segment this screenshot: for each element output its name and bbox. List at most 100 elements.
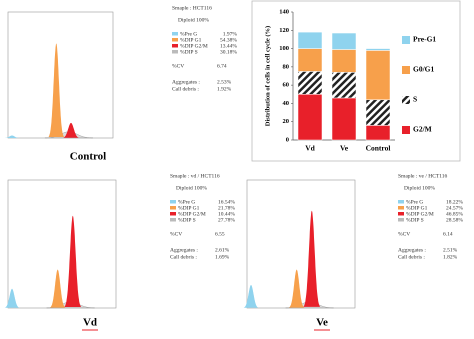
debris-value: 1.69%: [215, 254, 230, 260]
pre-g-peak: [4, 288, 20, 308]
row-name: %DIP S: [180, 49, 198, 55]
bar-segment: [365, 99, 391, 126]
legend-label: Pre-G1: [413, 35, 436, 44]
cv-value: 6.74: [217, 63, 227, 69]
row-name: %DIP S: [406, 217, 424, 223]
y-tick-label: 140: [279, 8, 289, 15]
legend-swatch: [398, 212, 404, 216]
diploid: Diploid 100%: [404, 185, 435, 191]
cv-label: %CV: [398, 231, 410, 237]
row-value: 13.44%: [220, 43, 237, 49]
legend-swatch: [172, 32, 178, 36]
bar-segment: [331, 49, 357, 73]
sample-name: Smaple : ve / HCT116: [398, 173, 448, 179]
legend-swatch: [170, 200, 176, 204]
row-name: %DIP S: [178, 217, 196, 223]
g2m-peak: [64, 215, 82, 307]
legend-swatch: [402, 36, 410, 44]
bar-segment: [297, 71, 323, 95]
row-name: %DIP G2/M: [180, 43, 208, 49]
panel-label: Control: [70, 151, 106, 163]
row-value: 18.22%: [446, 199, 463, 205]
bar-segment: [365, 125, 391, 141]
legend-swatch: [170, 206, 176, 210]
bar-segment: [331, 72, 357, 99]
sample-name: Smaple : HCT116: [172, 5, 212, 11]
agg-label: Aggregates :: [398, 247, 426, 253]
x-tick-label: Vd: [305, 144, 315, 153]
row-name: %DIP G1: [406, 205, 428, 211]
row-name: %Pre G: [180, 31, 197, 37]
bar-segment: [297, 31, 323, 49]
legend-swatch: [170, 218, 176, 222]
g1-peak: [288, 269, 305, 308]
panel-label: Vd: [83, 317, 97, 329]
legend-swatch: [172, 44, 178, 48]
x-tick-label: Control: [366, 144, 391, 153]
row-name: %DIP G2/M: [406, 211, 434, 217]
legend-swatch: [172, 38, 178, 42]
legend-swatch: [398, 218, 404, 222]
y-tick-label: 100: [279, 45, 289, 52]
bar-segment: [331, 32, 357, 50]
cv-value: 6.14: [443, 231, 453, 237]
bar-segment: [297, 94, 323, 141]
legend-swatch: [398, 200, 404, 204]
g1-peak: [49, 269, 66, 308]
bar-segment: [331, 97, 357, 141]
x-tick-label: Ve: [340, 144, 349, 153]
row-value: 54.38%: [220, 37, 237, 43]
legend-swatch: [172, 50, 178, 54]
cv-label: %CV: [172, 63, 184, 69]
legend-label: G0/G1: [413, 65, 435, 74]
legend-label: S: [413, 95, 417, 104]
panel-label: Ve: [316, 317, 328, 329]
y-tick-label: 80: [283, 63, 290, 70]
row-value: 21.78%: [218, 205, 235, 211]
row-value: 16.54%: [218, 199, 235, 205]
cv-value: 6.55: [215, 231, 225, 237]
legend-swatch: [170, 212, 176, 216]
bar-segment: [365, 48, 391, 51]
agg-value: 2.61%: [215, 247, 230, 253]
pre-g-peak: [4, 135, 20, 138]
y-tick-label: 20: [283, 118, 290, 125]
histogram-frame: [246, 179, 356, 309]
debris-value: 1.82%: [443, 254, 458, 260]
row-value: 10.44%: [218, 211, 235, 217]
agg-value: 2.53%: [217, 79, 232, 85]
legend-swatch: [398, 206, 404, 210]
agg-label: Aggregates :: [172, 79, 200, 85]
agg-value: 2.51%: [443, 247, 458, 253]
legend-label: G2/M: [413, 125, 432, 134]
bar-segment: [297, 48, 323, 72]
y-tick-label: 60: [283, 82, 290, 89]
sample-name: Smaple : vd / HCT116: [170, 173, 220, 179]
debris-label: Call debris :: [170, 254, 197, 260]
legend-swatch: [402, 126, 410, 134]
pre-g-peak: [243, 285, 259, 308]
g1-peak: [48, 43, 65, 137]
row-name: %Pre G: [178, 199, 195, 205]
y-tick-label: 120: [279, 27, 289, 34]
debris-label: Call debris :: [398, 254, 425, 260]
histogram-frame: [7, 179, 117, 309]
g2m-peak: [303, 210, 321, 307]
row-value: 46.85%: [446, 211, 463, 217]
y-axis-label: Distribution of cells in cell cycle (%): [264, 26, 271, 126]
row-value: 28.58%: [446, 217, 463, 223]
agg-label: Aggregates :: [170, 247, 198, 253]
row-value: 27.78%: [218, 217, 235, 223]
row-name: %DIP G2/M: [178, 211, 206, 217]
debris-label: Call debris :: [172, 86, 199, 92]
cv-label: %CV: [170, 231, 182, 237]
row-value: 24.57%: [446, 205, 463, 211]
debris-value: 1.92%: [217, 86, 232, 92]
diploid: Diploid 100%: [178, 17, 209, 23]
row-name: %Pre G: [406, 199, 423, 205]
row-value: 1.97%: [223, 31, 238, 37]
g2m-peak: [62, 122, 80, 138]
legend-swatch: [402, 96, 410, 104]
y-tick-label: 40: [283, 100, 290, 107]
